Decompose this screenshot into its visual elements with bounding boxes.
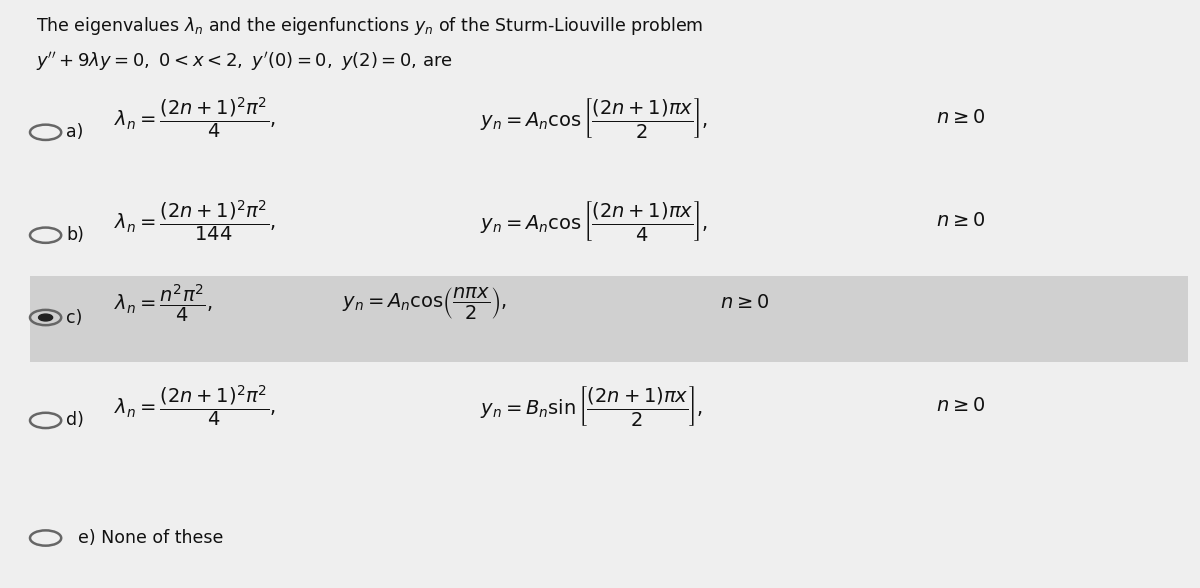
Text: $y_n = B_n \sin\left[\dfrac{(2n+1)\pi x}{2}\right]$,: $y_n = B_n \sin\left[\dfrac{(2n+1)\pi x}… xyxy=(480,384,703,427)
Text: $y_n = A_n \cos\!\left(\dfrac{n\pi x}{2}\right)$,: $y_n = A_n \cos\!\left(\dfrac{n\pi x}{2}… xyxy=(342,285,506,321)
Text: $\lambda_n = \dfrac{n^2\pi^2}{4}$,: $\lambda_n = \dfrac{n^2\pi^2}{4}$, xyxy=(114,282,212,324)
Text: $n \geq 0$: $n \geq 0$ xyxy=(936,108,985,127)
Text: $\lambda_n = \dfrac{(2n+1)^2\pi^2}{4}$,: $\lambda_n = \dfrac{(2n+1)^2\pi^2}{4}$, xyxy=(114,383,276,428)
Text: $y_n = A_n \cos\left[\dfrac{(2n+1)\pi x}{4}\right]$,: $y_n = A_n \cos\left[\dfrac{(2n+1)\pi x}… xyxy=(480,199,708,242)
Text: $y_n = A_n \cos\left[\dfrac{(2n+1)\pi x}{2}\right]$,: $y_n = A_n \cos\left[\dfrac{(2n+1)\pi x}… xyxy=(480,96,708,139)
Text: d): d) xyxy=(66,412,84,429)
Text: $\lambda_n = \dfrac{(2n+1)^2\pi^2}{4}$,: $\lambda_n = \dfrac{(2n+1)^2\pi^2}{4}$, xyxy=(114,95,276,140)
Circle shape xyxy=(38,314,53,321)
Text: The eigenvalues $\lambda_n$ and the eigenfunctions $y_n$ of the Sturm-Liouville : The eigenvalues $\lambda_n$ and the eige… xyxy=(36,15,703,36)
FancyBboxPatch shape xyxy=(30,276,1188,362)
Text: $n \geq 0$: $n \geq 0$ xyxy=(936,396,985,415)
Text: $\lambda_n = \dfrac{(2n+1)^2\pi^2}{144}$,: $\lambda_n = \dfrac{(2n+1)^2\pi^2}{144}$… xyxy=(114,198,276,243)
Text: c): c) xyxy=(66,309,83,326)
Text: e) None of these: e) None of these xyxy=(78,529,223,547)
Text: $n \geq 0$: $n \geq 0$ xyxy=(720,293,769,312)
Text: a): a) xyxy=(66,123,83,141)
Text: $n \geq 0$: $n \geq 0$ xyxy=(936,211,985,230)
Text: $y'' + 9\lambda y = 0,\ 0 < x < 2,\ y'(0) = 0,\ y(2) = 0$, are: $y'' + 9\lambda y = 0,\ 0 < x < 2,\ y'(0… xyxy=(36,50,452,73)
Text: b): b) xyxy=(66,226,84,244)
